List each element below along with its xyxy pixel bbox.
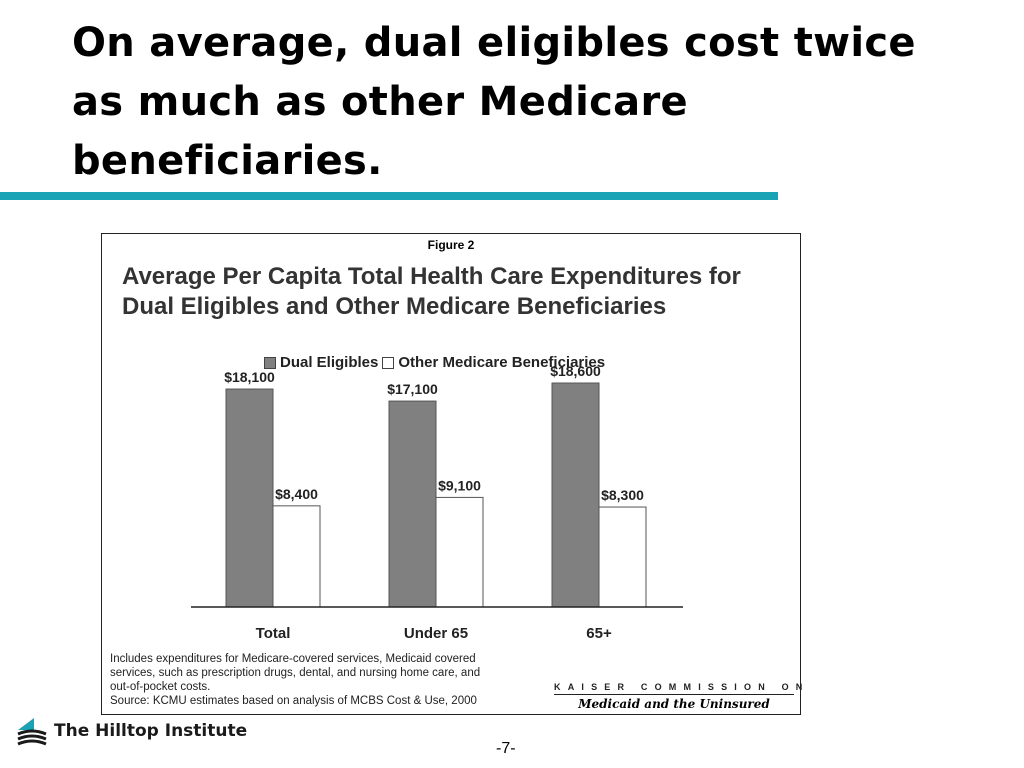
figure-label: Figure 2 <box>427 238 475 252</box>
slide-title: On average, dual eligibles cost twice as… <box>72 20 916 184</box>
bar-value-label: $8,400 <box>275 486 318 502</box>
bar-value-label: $9,100 <box>438 477 481 493</box>
figure-box: Figure 2 Average Per Capita Total Health… <box>101 233 802 715</box>
legend-swatch-dual <box>264 356 276 369</box>
bar-other-0 <box>272 505 321 608</box>
bar-other-2 <box>598 506 647 608</box>
bar-value-label: $8,300 <box>601 487 644 503</box>
note-source: Source: KCMU estimates based on analysis… <box>110 695 477 707</box>
legend-label-dual: Dual Eligibles <box>280 354 379 371</box>
kaiser-logo-line1: KAISER COMMISSION ON <box>554 682 802 695</box>
bar-value-label: $18,100 <box>224 369 275 385</box>
category-label: 65+ <box>586 625 612 642</box>
bar-dual-0 <box>225 388 274 608</box>
bar-value-label: $17,100 <box>387 381 438 397</box>
kaiser-logo: KAISER COMMISSION ON Medicaid and the Un… <box>554 682 802 711</box>
legend-swatch-other <box>382 356 395 369</box>
page-number: -7- <box>496 740 516 757</box>
title-divider <box>0 192 778 200</box>
org-logo: The Hilltop Institute <box>16 716 247 746</box>
org-name: The Hilltop Institute <box>54 721 248 741</box>
note-line: services, such as prescription drugs, de… <box>110 667 481 679</box>
chart-title: Average Per Capita Total Health Care Exp… <box>122 263 741 320</box>
category-label: Total <box>256 625 291 642</box>
chart-notes: Includes expenditures for Medicare-cover… <box>110 652 550 708</box>
bar-value-label: $18,600 <box>550 363 601 379</box>
legend-item-other: Other Medicare Beneficiaries <box>382 354 605 371</box>
legend-label-other: Other Medicare Beneficiaries <box>398 354 606 371</box>
kaiser-logo-line2: Medicaid and the Uninsured <box>578 697 770 711</box>
chart-legend: Dual Eligibles Other Medicare Beneficiar… <box>264 354 605 371</box>
legend-item-dual: Dual Eligibles <box>264 354 378 371</box>
bar-dual-2 <box>551 382 600 608</box>
bar-chart: $18,100 $8,400 Total $17,100 $9,100 Under 65 $… <box>191 363 683 642</box>
bar-other-1 <box>435 496 484 608</box>
category-label: Under 65 <box>404 625 468 642</box>
note-line: out-of-pocket costs. <box>110 681 211 693</box>
bar-dual-1 <box>388 400 437 608</box>
note-line: Includes expenditures for Medicare-cover… <box>110 653 476 665</box>
hilltop-logo-icon <box>17 718 47 746</box>
